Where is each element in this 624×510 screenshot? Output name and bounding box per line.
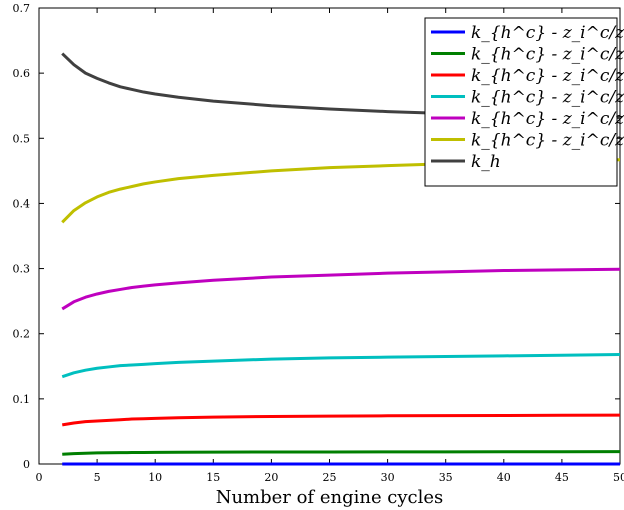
legend-label: k_{h^c} - z_i^c/z_i = 0.2 bbox=[471, 45, 624, 65]
legend-label: k_{h^c} - z_i^c/z_i = 1 bbox=[471, 131, 624, 151]
legend: k_{h^c} - z_i^c/z_i = 0k_{h^c} - z_i^c/z… bbox=[424, 17, 624, 187]
legend-label: k_{h^c} - z_i^c/z_i = 0.6 bbox=[471, 88, 624, 108]
y-tick-label: 0.1 bbox=[13, 393, 31, 406]
y-tick-label: 0.5 bbox=[13, 132, 31, 145]
series-line-1 bbox=[62, 450, 621, 456]
x-tick-label: 20 bbox=[264, 471, 278, 484]
legend-label: k_{h^c} - z_i^c/z_i = 0.4 bbox=[471, 66, 624, 86]
x-tick-label: 50 bbox=[613, 471, 624, 484]
x-tick-label: 0 bbox=[36, 471, 43, 484]
y-tick-label: 0 bbox=[23, 458, 30, 471]
y-tick-label: 0.6 bbox=[13, 67, 31, 80]
x-tick-label: 45 bbox=[555, 471, 569, 484]
x-axis-ticks: 0 5 10 15 20 25 30 35 40 45 50 bbox=[36, 8, 624, 484]
legend-label: k_{h^c} - z_i^c/z_i = 0 bbox=[471, 23, 624, 43]
x-tick-label: 40 bbox=[497, 471, 511, 484]
legend-box bbox=[424, 17, 618, 187]
x-tick-label: 15 bbox=[206, 471, 220, 484]
x-tick-label: 10 bbox=[148, 471, 162, 484]
y-tick-label: 0.4 bbox=[13, 197, 31, 210]
x-tick-label: 35 bbox=[439, 471, 453, 484]
x-tick-label: 25 bbox=[323, 471, 337, 484]
x-tick-label: 30 bbox=[381, 471, 395, 484]
series-line-3 bbox=[61, 353, 621, 379]
y-tick-label: 0.2 bbox=[13, 328, 31, 341]
legend-label: k_{h^c} - z_i^c/z_i = 0.8 bbox=[471, 109, 624, 129]
series-line-2 bbox=[61, 413, 621, 427]
x-axis-title: Number of engine cycles bbox=[216, 487, 444, 508]
x-tick-label: 5 bbox=[94, 471, 101, 484]
series-line-4 bbox=[61, 267, 621, 311]
y-tick-label: 0.3 bbox=[13, 263, 31, 276]
legend-label: k_h bbox=[471, 152, 501, 172]
y-tick-label: 0.7 bbox=[13, 2, 31, 15]
